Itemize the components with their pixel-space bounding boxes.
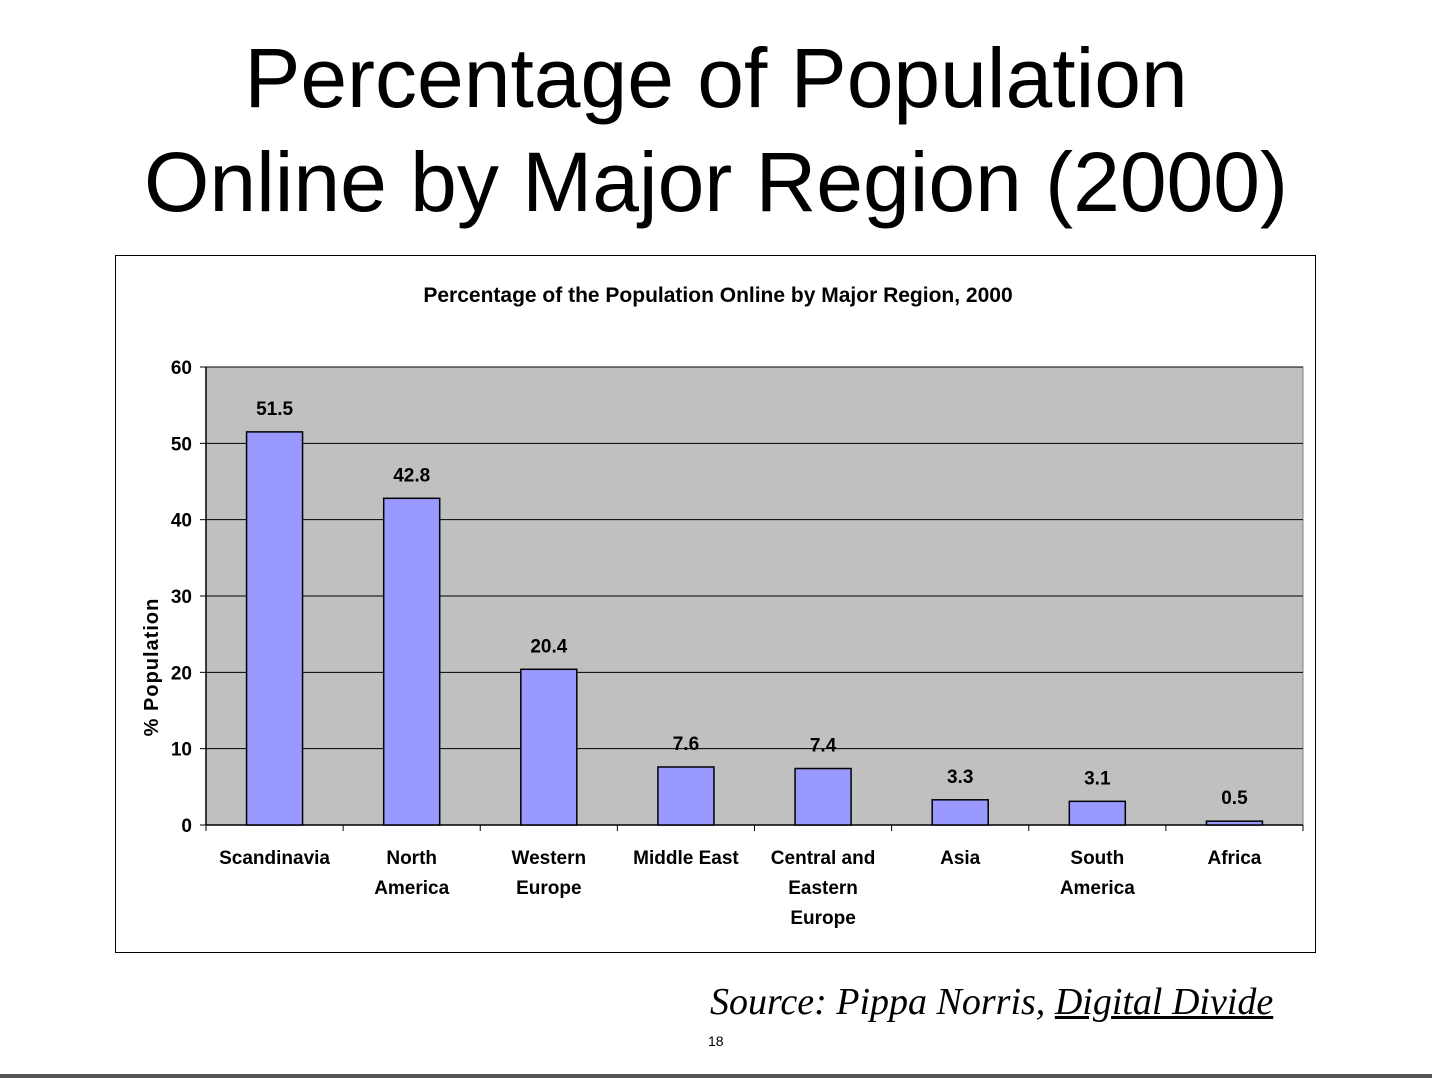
bar	[520, 668, 578, 826]
x-category-label: Eastern	[788, 878, 858, 899]
bar	[382, 497, 441, 826]
bar	[931, 799, 989, 826]
y-tick-label: 20	[171, 663, 192, 684]
bar-value-label: 51.5	[256, 399, 293, 420]
bar-value-label: 3.1	[1084, 768, 1111, 789]
bar-chart: Percentage of the Population Online by M…	[141, 284, 1304, 929]
bar	[1205, 820, 1264, 826]
y-tick-label: 0	[181, 816, 192, 837]
chart-frame: Percentage of the Population Online by M…	[115, 255, 1316, 953]
x-category-label: Scandinavia	[219, 848, 330, 869]
y-tick-label: 40	[171, 511, 192, 532]
slide-title: Percentage of Population Online by Major…	[0, 26, 1432, 234]
bar	[794, 767, 852, 826]
y-tick-label: 50	[171, 434, 192, 455]
y-tick-label: 30	[171, 587, 192, 608]
x-category-label: Central and	[771, 848, 876, 869]
y-axis-label: % Population	[141, 598, 163, 737]
bar	[657, 766, 715, 826]
bar-value-label: 42.8	[393, 465, 430, 486]
slide-title-line-1: Percentage of Population	[244, 31, 1188, 125]
bar-value-label: 20.4	[530, 636, 567, 657]
bar-value-label: 0.5	[1221, 788, 1248, 809]
source-book-title: Digital Divide	[1054, 981, 1274, 1023]
bar	[1068, 800, 1127, 826]
page-number: 18	[708, 1033, 724, 1049]
source-prefix: Source: Pippa Norris,	[710, 981, 1055, 1023]
bar-value-label: 7.6	[673, 734, 699, 755]
x-category-label: Africa	[1208, 848, 1262, 869]
y-tick-label: 60	[171, 358, 192, 379]
bar-value-label: 7.4	[810, 736, 837, 757]
y-tick-label: 10	[171, 740, 192, 761]
bar	[245, 431, 304, 826]
x-category-label: Western	[512, 848, 587, 869]
x-category-label: Middle East	[633, 848, 739, 869]
chart-title: Percentage of the Population Online by M…	[423, 284, 1012, 307]
x-category-label: America	[374, 878, 449, 899]
x-category-label: South	[1070, 848, 1124, 869]
slide-title-line-2: Online by Major Region (2000)	[144, 135, 1288, 229]
x-category-label: Asia	[940, 848, 981, 869]
bar-value-label: 3.3	[947, 767, 973, 788]
source-citation: Source: Pippa Norris, Digital Divide	[710, 980, 1273, 1024]
x-category-label: North	[386, 848, 437, 869]
bottom-rule	[0, 1074, 1432, 1078]
x-category-label: Europe	[790, 908, 855, 929]
x-category-label: Europe	[516, 878, 581, 899]
x-category-label: America	[1060, 878, 1135, 899]
